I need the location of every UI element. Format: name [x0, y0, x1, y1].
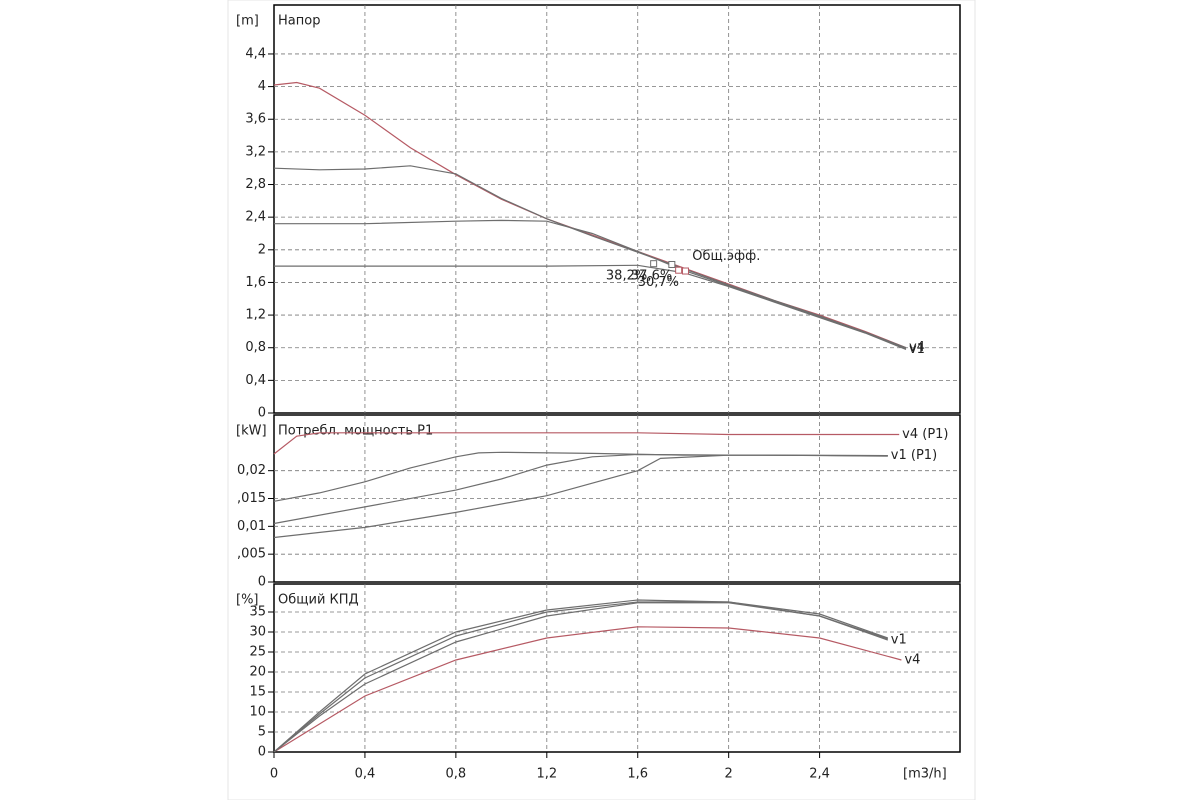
y-tick-label: ,015 — [237, 491, 266, 506]
y-tick-label: 0,02 — [237, 463, 266, 478]
bep-marker — [650, 260, 658, 268]
bep-marker — [681, 267, 689, 275]
curve-label: v1 (P1) — [891, 448, 937, 463]
curve — [273, 454, 888, 539]
annotation: 30,7% — [638, 275, 679, 290]
panel-title: Потребл. мощность P1 — [278, 424, 433, 439]
x-unit: [m3/h] — [903, 767, 947, 782]
curve — [273, 599, 888, 753]
y-tick-label: 15 — [249, 685, 266, 700]
x-tick-label: 1,6 — [627, 767, 648, 782]
y-tick-label: 0,01 — [237, 519, 266, 534]
bep-marker — [675, 266, 683, 274]
y-tick-label: 5 — [258, 725, 266, 740]
y-tick-label: 0,8 — [245, 340, 266, 355]
y-tick-label: 0 — [258, 575, 266, 590]
y-unit: [%] — [236, 593, 259, 608]
panel-title: Напор — [278, 14, 320, 29]
y-tick-label: 1,2 — [245, 308, 266, 323]
curve — [273, 602, 888, 753]
x-tick-label: 2 — [725, 767, 733, 782]
curve — [274, 219, 907, 350]
x-tick-label: 0 — [270, 767, 278, 782]
annotation: Общ.эфф. — [692, 249, 760, 264]
x-tick-label: 1,2 — [536, 767, 557, 782]
y-unit: [kW] — [236, 424, 267, 439]
panel-title: Общий КПД — [278, 593, 359, 608]
curve-label: v4 — [904, 653, 920, 668]
curve — [273, 432, 900, 455]
panel — [273, 4, 961, 414]
y-tick-label: 4 — [258, 79, 266, 94]
y-tick-label: 2,8 — [245, 177, 266, 192]
x-tick-label: 0,4 — [355, 767, 376, 782]
y-tick-label: 0,4 — [245, 373, 266, 388]
y-tick-label: 4,4 — [245, 46, 266, 61]
y-tick-label: ,005 — [237, 547, 266, 562]
y-tick-label: 10 — [249, 705, 266, 720]
x-tick-label: 2,4 — [809, 767, 830, 782]
curve-label: v1 — [909, 342, 925, 357]
bep-marker — [668, 260, 676, 268]
y-tick-label: 2,4 — [245, 210, 266, 225]
y-tick-label: 3,2 — [245, 144, 266, 159]
y-tick-label: 1,6 — [245, 275, 266, 290]
y-tick-label: 20 — [249, 665, 266, 680]
curve-label: v4 — [909, 340, 925, 355]
x-tick-label: 0,8 — [446, 767, 467, 782]
y-tick-label: 3,6 — [245, 112, 266, 127]
annotation: 38,2% — [606, 268, 647, 283]
curve-label: v4 (P1) — [902, 427, 948, 442]
y-tick-label: 25 — [249, 645, 266, 660]
y-tick-label: 30 — [249, 625, 266, 640]
y-tick-label: 0 — [258, 406, 266, 421]
curve — [273, 453, 888, 525]
y-unit: [m] — [236, 14, 259, 29]
curve — [273, 626, 902, 753]
y-tick-label: 35 — [249, 605, 266, 620]
y-tick-label: 0 — [258, 745, 266, 760]
annotation: 37,6% — [631, 268, 672, 283]
curve — [273, 165, 907, 349]
y-tick-label: 2 — [258, 242, 266, 257]
curve-label: v1 — [891, 633, 907, 648]
